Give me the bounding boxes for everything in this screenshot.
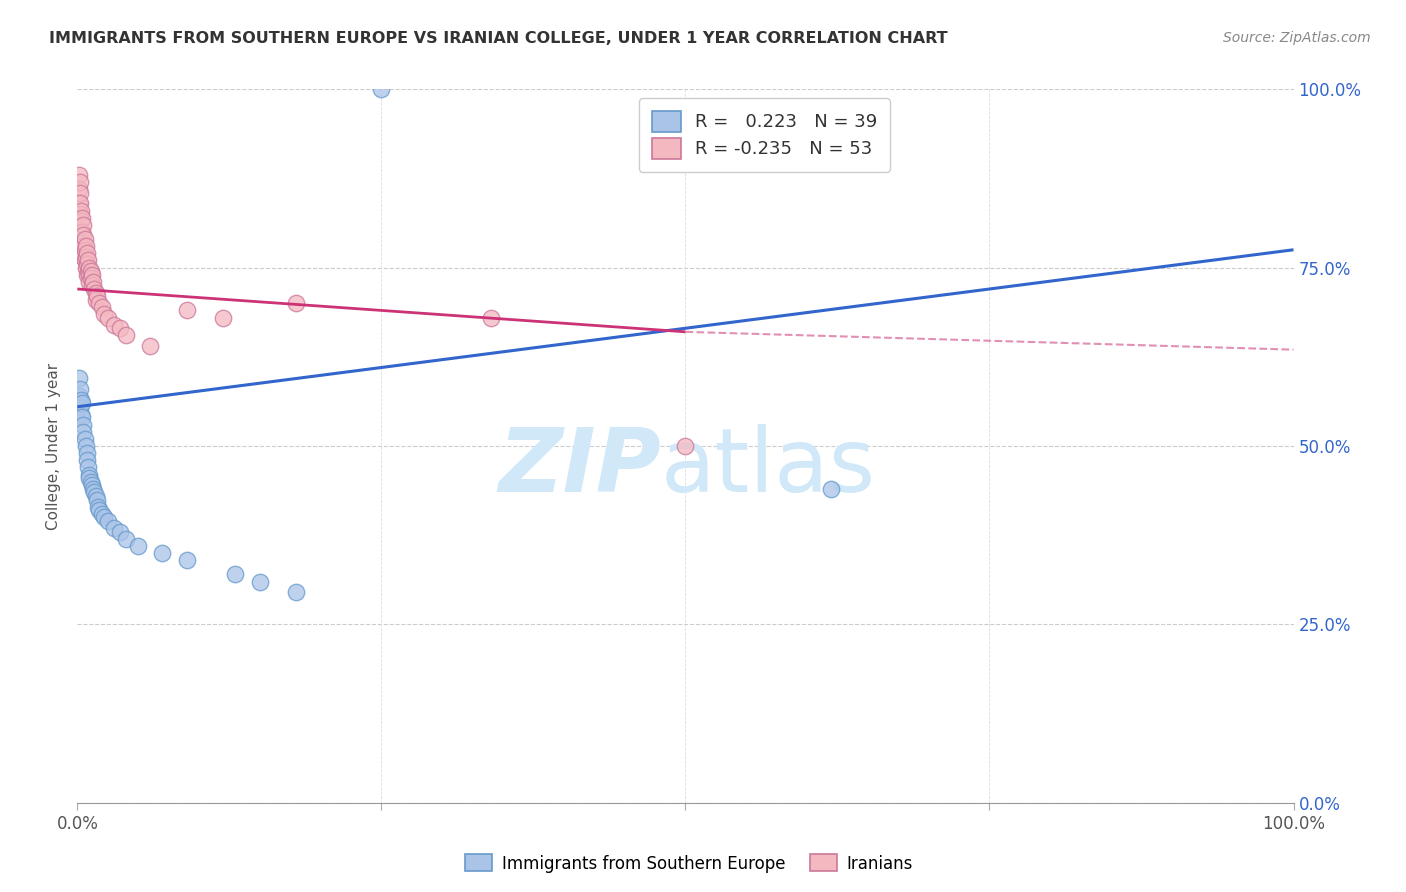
Point	[370, 82, 392, 96]
Point	[83, 485, 105, 500]
Point	[224, 567, 246, 582]
Point	[76, 268, 98, 282]
Point	[115, 532, 138, 546]
Point	[79, 268, 101, 282]
Point	[70, 214, 93, 228]
Point	[69, 382, 91, 396]
Text: ZIP: ZIP	[498, 424, 661, 511]
Legend: R =   0.223   N = 39, R = -0.235   N = 53: R = 0.223 N = 39, R = -0.235 N = 53	[640, 98, 890, 171]
Point	[70, 392, 93, 407]
Point	[87, 500, 110, 514]
Point	[89, 296, 111, 310]
Point	[820, 482, 842, 496]
Point	[75, 439, 97, 453]
Point	[479, 310, 502, 325]
Point	[75, 250, 97, 264]
Point	[70, 410, 93, 425]
Point	[67, 182, 90, 196]
Text: Source: ZipAtlas.com: Source: ZipAtlas.com	[1223, 31, 1371, 45]
Point	[69, 175, 91, 189]
Point	[84, 285, 107, 300]
Point	[70, 225, 93, 239]
Point	[67, 168, 90, 182]
Point	[86, 492, 108, 507]
Point	[70, 211, 93, 225]
Point	[69, 196, 91, 211]
Point	[72, 228, 94, 243]
Text: atlas: atlas	[661, 424, 876, 511]
Point	[72, 239, 94, 253]
Point	[70, 225, 93, 239]
Point	[69, 186, 91, 200]
Point	[69, 207, 91, 221]
Point	[152, 546, 174, 560]
Point	[80, 268, 103, 282]
Point	[72, 417, 94, 432]
Point	[67, 371, 90, 385]
Point	[89, 503, 111, 517]
Point	[70, 396, 93, 410]
Point	[76, 446, 98, 460]
Point	[90, 507, 112, 521]
Point	[212, 310, 235, 325]
Text: IMMIGRANTS FROM SOUTHERN EUROPE VS IRANIAN COLLEGE, UNDER 1 YEAR CORRELATION CHA: IMMIGRANTS FROM SOUTHERN EUROPE VS IRANI…	[49, 31, 948, 46]
Point	[75, 239, 97, 253]
Point	[249, 574, 271, 589]
Point	[73, 232, 96, 246]
Point	[93, 510, 115, 524]
Point	[82, 482, 104, 496]
Point	[86, 289, 108, 303]
Point	[675, 439, 697, 453]
Point	[90, 300, 112, 314]
Point	[97, 310, 120, 325]
Point	[67, 389, 90, 403]
Point	[103, 318, 125, 332]
Point	[69, 400, 91, 414]
Point	[72, 425, 94, 439]
Point	[79, 260, 101, 275]
Point	[80, 278, 103, 293]
Point	[93, 307, 115, 321]
Point	[72, 250, 94, 264]
Point	[80, 475, 103, 489]
Point	[77, 264, 100, 278]
Point	[70, 203, 93, 218]
Point	[103, 521, 125, 535]
Point	[76, 453, 98, 467]
Point	[97, 514, 120, 528]
Point	[108, 524, 131, 539]
Point	[285, 296, 308, 310]
Point	[79, 275, 101, 289]
Point	[176, 303, 198, 318]
Point	[75, 260, 97, 275]
Point	[108, 321, 131, 335]
Point	[79, 471, 101, 485]
Point	[127, 539, 149, 553]
Point	[70, 407, 93, 421]
Point	[82, 275, 104, 289]
Point	[73, 253, 96, 268]
Point	[73, 243, 96, 257]
Point	[80, 264, 103, 278]
Point	[72, 218, 94, 232]
Point	[84, 489, 107, 503]
Point	[176, 553, 198, 567]
Point	[77, 460, 100, 475]
Point	[115, 328, 138, 343]
Point	[139, 339, 162, 353]
Point	[67, 196, 90, 211]
Y-axis label: College, Under 1 year: College, Under 1 year	[46, 362, 62, 530]
Point	[77, 253, 100, 268]
Point	[84, 293, 107, 307]
Point	[83, 282, 105, 296]
Point	[70, 235, 93, 250]
Legend: Immigrants from Southern Europe, Iranians: Immigrants from Southern Europe, Iranian…	[458, 847, 920, 880]
Point	[80, 271, 103, 285]
Point	[73, 432, 96, 446]
Point	[76, 257, 98, 271]
Point	[80, 478, 103, 492]
Point	[285, 585, 308, 599]
Point	[79, 467, 101, 482]
Point	[76, 246, 98, 260]
